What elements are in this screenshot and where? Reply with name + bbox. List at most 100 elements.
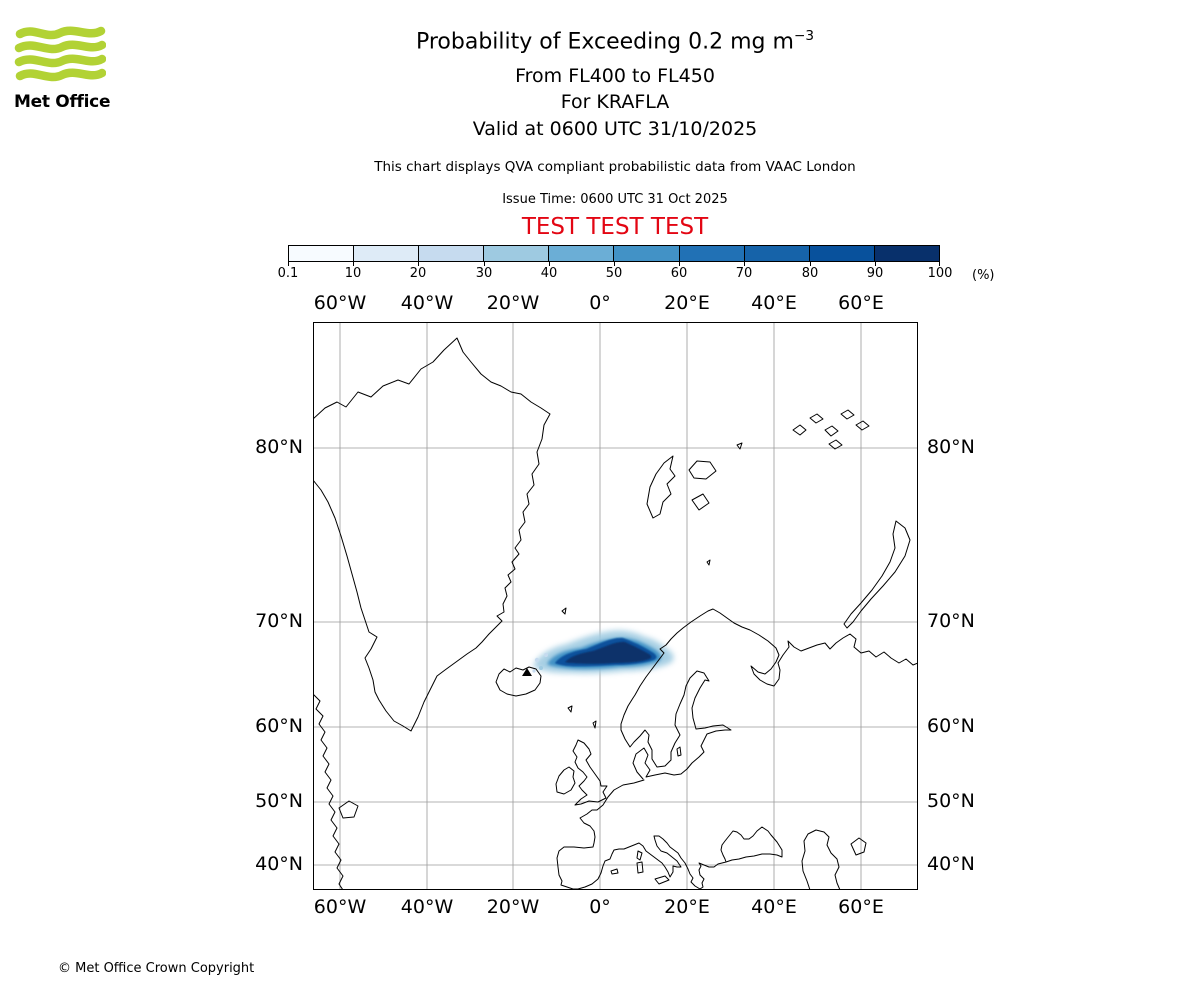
coast-fjl xyxy=(792,424,807,436)
colorbar-label: 10 xyxy=(344,266,362,281)
colorbar-segment xyxy=(613,246,679,261)
colorbar-tick xyxy=(875,262,876,266)
map-border xyxy=(313,322,918,890)
probability-colorbar: 0.1 10 20 30 40 50 60 70 80 90 100 (%) xyxy=(278,245,995,305)
colorbar-tick xyxy=(939,262,940,266)
lat-label-right: 60°N xyxy=(927,715,975,737)
coast-nordaustlandet xyxy=(688,460,717,480)
lon-label-top: 40°W xyxy=(400,292,454,314)
lon-label-bottom: 60°W xyxy=(313,896,367,918)
colorbar-segment xyxy=(289,246,354,261)
colorbar-tick xyxy=(549,262,550,266)
colorbar-label: 40 xyxy=(540,266,558,281)
colorbar-tick xyxy=(353,262,354,266)
colorbar-label: 20 xyxy=(409,266,427,281)
met-office-logo: Met Office xyxy=(14,24,114,112)
coast-novaya-zemlya xyxy=(843,520,911,629)
ash-probability-plume xyxy=(532,630,674,674)
test-banner: TEST TEST TEST xyxy=(521,214,709,240)
colorbar-label: 60 xyxy=(670,266,688,281)
lat-label-left: 70°N xyxy=(255,610,303,632)
coast-greenland xyxy=(312,337,551,732)
lon-label-top: 60°E xyxy=(838,292,884,314)
coast-great-britain xyxy=(572,739,608,806)
lat-label-right: 50°N xyxy=(927,790,975,812)
coast-corsica xyxy=(636,850,643,861)
coast-fjl xyxy=(840,409,855,420)
coast-scandinavia xyxy=(620,608,919,780)
qva-description: This chart displays QVA compliant probab… xyxy=(374,159,856,175)
lat-label-left: 50°N xyxy=(255,790,303,812)
coast-edgeoya xyxy=(691,493,710,511)
chart-title-text: Probability of Exceeding 0.2 mg m xyxy=(415,29,794,55)
colorbar-tick xyxy=(288,262,289,266)
colorbar-label: 70 xyxy=(735,266,753,281)
colorbar-label: 80 xyxy=(801,266,819,281)
issue-time: Issue Time: 0600 UTC 31 Oct 2025 xyxy=(502,192,728,207)
colorbar-label: 50 xyxy=(605,266,623,281)
coast-balearics xyxy=(610,868,619,875)
colorbar-tick xyxy=(484,262,485,266)
lon-label-bottom: 20°E xyxy=(664,896,710,918)
colorbar-segment xyxy=(548,246,614,261)
colorbar-label: 0.1 xyxy=(277,266,299,281)
coast-shetland xyxy=(592,720,597,729)
coast-kvitoya xyxy=(736,442,743,450)
coast-iceland xyxy=(495,666,542,697)
lon-label-bottom: 0° xyxy=(589,896,611,918)
coast-newfoundland xyxy=(338,800,359,819)
lon-label-bottom: 40°W xyxy=(400,896,454,918)
lat-label-right: 40°N xyxy=(927,853,975,875)
lon-label-top: 40°E xyxy=(751,292,797,314)
colorbar-segment xyxy=(743,246,809,261)
coast-aral xyxy=(850,837,867,856)
colorbar-unit: (%) xyxy=(972,268,995,283)
valid-time-line: Valid at 0600 UTC 31/10/2025 xyxy=(472,118,758,140)
coast-svalbard xyxy=(646,455,676,519)
coast-faroes xyxy=(567,705,573,713)
colorbar-segment xyxy=(873,246,939,261)
colorbar-bar xyxy=(288,245,940,262)
met-office-logo-text: Met Office xyxy=(14,92,111,112)
coastlines xyxy=(312,337,919,891)
colorbar-tick xyxy=(614,262,615,266)
lat-label-left: 40°N xyxy=(255,853,303,875)
map-svg xyxy=(312,322,919,891)
colorbar-tick xyxy=(810,262,811,266)
coast-sardinia xyxy=(636,861,644,874)
coast-caspian xyxy=(801,829,841,891)
coast-fjl xyxy=(824,425,839,437)
coast-labrador xyxy=(312,693,344,891)
coast-continental-europe xyxy=(556,779,783,890)
lat-label-left: 80°N xyxy=(255,436,303,458)
coast-bear-island xyxy=(706,559,711,566)
map-panel xyxy=(312,322,919,891)
volcano-line: For KRAFLA xyxy=(560,91,670,113)
colorbar-label: 100 xyxy=(927,266,953,281)
graticule xyxy=(313,322,918,890)
coast-jan-mayen xyxy=(561,607,567,615)
colorbar-tick xyxy=(744,262,745,266)
colorbar-segment xyxy=(678,246,744,261)
lat-label-left: 60°N xyxy=(255,715,303,737)
colorbar-segment xyxy=(483,246,549,261)
lon-label-top: 60°W xyxy=(313,292,367,314)
colorbar-label: 30 xyxy=(475,266,493,281)
coast-fjl xyxy=(828,439,843,450)
chart-title-exponent: −3 xyxy=(793,28,815,44)
chart-title: Probability of Exceeding 0.2 mg m−3 xyxy=(30,28,1200,54)
colorbar-segment xyxy=(353,246,419,261)
flight-level-line: From FL400 to FL450 xyxy=(515,65,715,87)
colorbar-tick xyxy=(418,262,419,266)
coast-sicily xyxy=(654,875,670,885)
met-office-logo-waves xyxy=(14,26,107,82)
colorbar-tick xyxy=(679,262,680,266)
lat-label-right: 70°N xyxy=(927,610,975,632)
lon-label-top: 20°W xyxy=(486,292,540,314)
lat-label-right: 80°N xyxy=(927,436,975,458)
coast-fjl xyxy=(855,420,870,431)
volcano-marker-krafla xyxy=(522,668,532,676)
lon-label-bottom: 20°W xyxy=(486,896,540,918)
coast-gotland xyxy=(676,746,682,757)
lon-label-top: 0° xyxy=(589,292,611,314)
